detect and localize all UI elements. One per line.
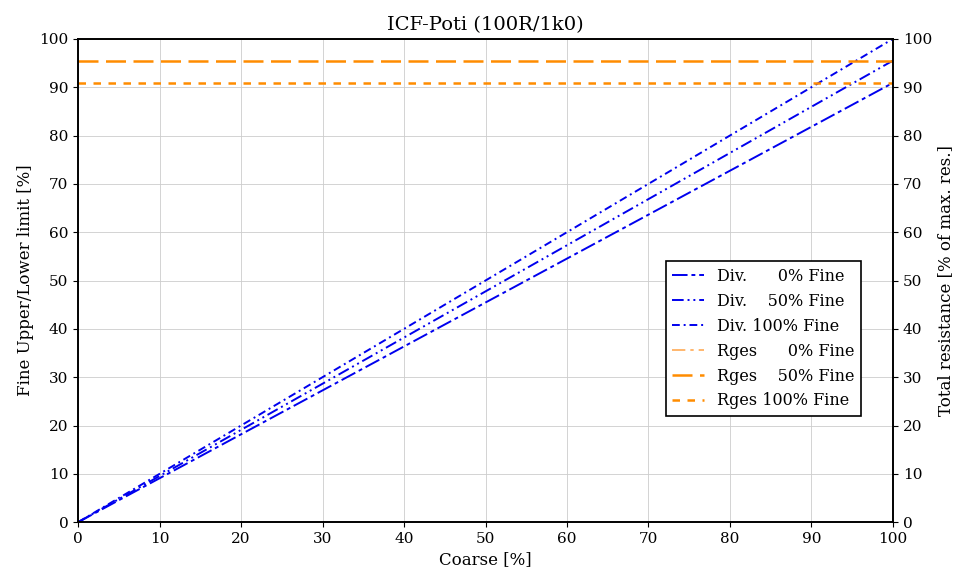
Rges    50% Fine [708,57,720,64]
Rges      0% Fine [155,35,167,42]
Line: Div.      0% Fine: Div. 0% Fine [78,83,893,522]
Div.      0% Fine [402,341,414,348]
Rges    50% Fine [72,57,84,64]
Div.    50% Fine [708,159,720,166]
Div. 100% Fine [632,187,644,194]
Div.    50% Fine [722,150,734,157]
Y-axis label: Fine Upper/Lower limit [%]: Fine Upper/Lower limit [%] [17,165,34,397]
Rges    50% Fine [722,57,734,64]
Line: Div. 100% Fine: Div. 100% Fine [78,39,893,522]
Div.      0% Fine [632,217,644,224]
Rges 100% Fine [72,80,84,87]
Div. 100% Fine [887,35,899,42]
Rges      0% Fine [72,35,84,42]
Legend: Div.      0% Fine, Div.    50% Fine, Div. 100% Fine, Rges      0% Fine, Rges    : Div. 0% Fine, Div. 50% Fine, Div. 100% F… [665,261,860,416]
Rges    50% Fine [431,57,443,64]
Div.    50% Fine [431,315,443,322]
Rges 100% Fine [402,80,414,87]
Rges      0% Fine [402,35,414,42]
Div.      0% Fine [72,519,84,526]
Div.      0% Fine [887,80,899,87]
Rges    50% Fine [155,57,167,64]
Rges      0% Fine [887,35,899,42]
Div.      0% Fine [155,474,167,481]
Line: Div.    50% Fine: Div. 50% Fine [78,61,893,522]
Div.    50% Fine [887,57,899,64]
Div.    50% Fine [155,472,167,479]
Rges    50% Fine [632,57,644,64]
Div. 100% Fine [402,324,414,331]
Div.    50% Fine [72,519,84,526]
Rges 100% Fine [632,80,644,87]
Div.    50% Fine [632,202,644,209]
Rges      0% Fine [708,35,720,42]
Y-axis label: Total resistance [% of max. res.]: Total resistance [% of max. res.] [937,145,954,416]
Rges    50% Fine [887,57,899,64]
Div. 100% Fine [708,142,720,149]
Div. 100% Fine [72,519,84,526]
Div.      0% Fine [431,325,443,332]
Div. 100% Fine [722,133,734,140]
Rges    50% Fine [402,57,414,64]
Rges 100% Fine [722,80,734,87]
Div.      0% Fine [722,168,734,175]
Div.      0% Fine [708,176,720,183]
Rges 100% Fine [431,80,443,87]
Rges 100% Fine [155,80,167,87]
Rges      0% Fine [632,35,644,42]
Div. 100% Fine [431,306,443,313]
Title: ICF-Poti (100R/1k0): ICF-Poti (100R/1k0) [387,16,584,35]
Div. 100% Fine [155,469,167,476]
Div.    50% Fine [402,332,414,339]
X-axis label: Coarse [%]: Coarse [%] [439,552,532,569]
Rges      0% Fine [431,35,443,42]
Rges 100% Fine [887,80,899,87]
Rges 100% Fine [708,80,720,87]
Rges      0% Fine [722,35,734,42]
